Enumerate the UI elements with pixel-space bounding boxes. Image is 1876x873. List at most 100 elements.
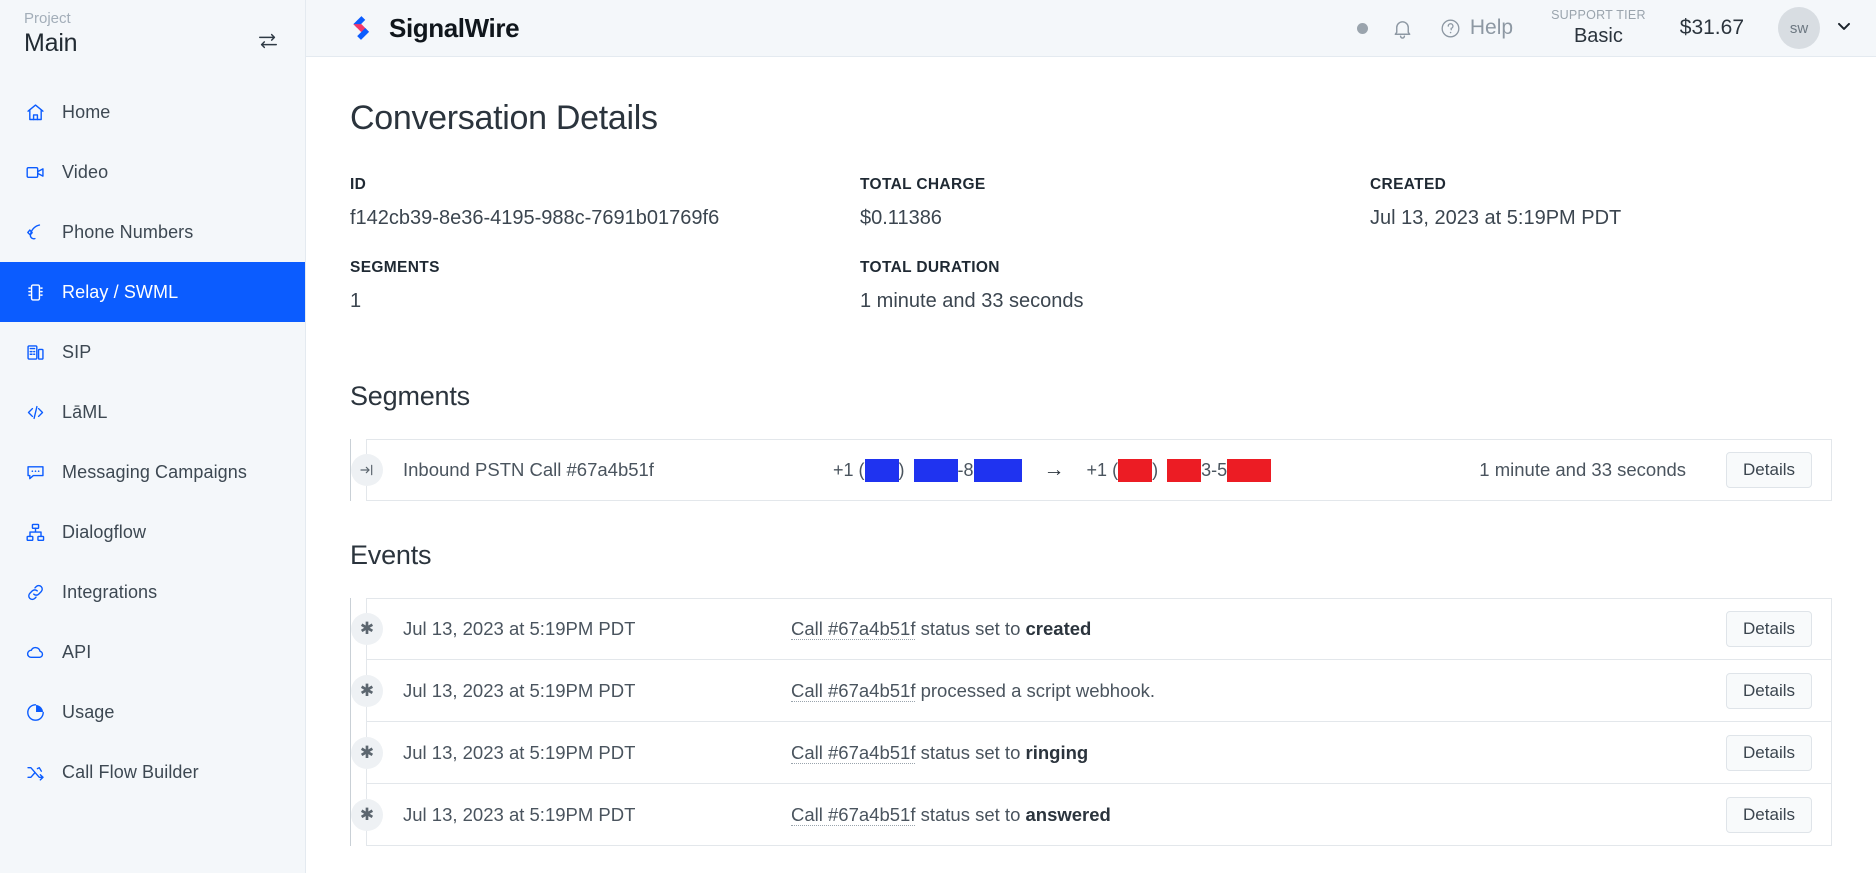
top-bar: SignalWire Help <box>306 0 1876 57</box>
project-label: Project <box>24 9 71 27</box>
redaction-block <box>1118 458 1153 482</box>
asterisk-icon: ✱ <box>351 798 383 831</box>
page-title: Conversation Details <box>350 99 658 137</box>
events-heading: Events <box>350 540 432 570</box>
support-tier-value: Basic <box>1573 24 1623 47</box>
support-tier-label: SUPPORT TIER <box>1551 8 1646 23</box>
main-area: SignalWire Help <box>306 0 1876 873</box>
summary-grid: ID f142cb39-8e36-4195-988c-7691b01769f6 TO… <box>350 176 1832 342</box>
chip-icon <box>24 281 46 303</box>
event-details-button[interactable]: Details <box>1726 611 1812 647</box>
event-text: status set to <box>915 618 1026 639</box>
event-details-button[interactable]: Details <box>1726 734 1812 771</box>
phone-icon <box>24 221 46 243</box>
sidebar-item-sip[interactable]: SIP <box>0 322 305 382</box>
sidebar-item-l-ml[interactable]: LāML <box>0 382 305 442</box>
notification-bell-icon[interactable] <box>1391 17 1414 40</box>
redaction-block <box>913 458 958 482</box>
help-label: Help <box>1469 16 1514 39</box>
event-row: ✱ Jul 13, 2023 at 5:19PM PDT Call #67a4b51… <box>351 598 1832 660</box>
event-description: Call #67a4b51f status set to answered <box>791 803 1111 826</box>
cloud-icon <box>24 641 46 663</box>
segment-details-button[interactable]: Details <box>1726 452 1812 488</box>
sidebar-nav: Home Video Phone Numbers Relay / SWML SIP LāM… <box>0 82 305 802</box>
summary-field: ID f142cb39-8e36-4195-988c-7691b01769f6 <box>350 176 860 230</box>
summary-key: TOTAL DURATION <box>860 259 1000 276</box>
summary-value: 1 minute and 33 seconds <box>860 290 1084 312</box>
page-content: Conversation Details ID f142cb39-8e36-419… <box>306 57 1876 873</box>
segments-heading: Segments <box>350 381 470 411</box>
project-switcher[interactable]: Project Main <box>0 0 305 58</box>
pie-chart-icon <box>24 701 46 723</box>
summary-field: TOTAL CHARGE $0.11386 <box>860 176 1370 230</box>
summary-field: CREATED Jul 13, 2023 at 5:19PM PDT <box>1370 176 1621 230</box>
avatar[interactable]: sw <box>1778 7 1820 49</box>
video-camera-icon <box>24 161 46 183</box>
summary-value: $0.11386 <box>860 207 942 229</box>
link-icon <box>24 581 46 603</box>
direction-arrow-icon: → <box>1043 458 1065 481</box>
chevron-down-icon[interactable] <box>1834 16 1854 41</box>
shuffle-icon <box>24 761 46 783</box>
sidebar-item-label: Dialogflow <box>62 521 147 542</box>
sidebar-item-label: SIP <box>62 341 92 362</box>
event-details-button[interactable]: Details <box>1726 672 1812 709</box>
from-number: +1 () -8 <box>833 458 1022 482</box>
redaction-block <box>973 458 1022 482</box>
sidebar-item-label: Relay / SWML <box>62 281 179 302</box>
sidebar-item-call-flow-builder[interactable]: Call Flow Builder <box>0 742 305 802</box>
sidebar-item-messaging-campaigns[interactable]: Messaging Campaigns <box>0 442 305 502</box>
redaction-block <box>864 458 899 482</box>
status-dot-icon <box>1356 22 1368 34</box>
event-row: ✱ Jul 13, 2023 at 5:19PM PDT Call #67a4b51… <box>351 660 1832 722</box>
sidebar-item-api[interactable]: API <box>0 622 305 682</box>
project-name: Main <box>24 28 78 57</box>
sidebar-item-home[interactable]: Home <box>0 82 305 142</box>
segments-list: Inbound PSTN Call #67a4b51f +1 () -8 → +1 ()… <box>350 439 1832 501</box>
summary-key: ID <box>350 176 367 193</box>
account-balance[interactable]: $31.67 <box>1679 16 1744 39</box>
summary-value: Jul 13, 2023 at 5:19PM PDT <box>1370 207 1622 229</box>
sidebar-item-dialogflow[interactable]: Dialogflow <box>0 502 305 562</box>
event-row: ✱ Jul 13, 2023 at 5:19PM PDT Call #67a4b51… <box>351 722 1832 784</box>
sitemap-icon <box>24 521 46 543</box>
to-number: +1 () 3-5 <box>1086 458 1272 482</box>
summary-key: CREATED <box>1370 176 1447 193</box>
asterisk-icon: ✱ <box>351 613 383 645</box>
event-details-button[interactable]: Details <box>1726 796 1812 833</box>
switch-project-icon[interactable] <box>249 28 281 58</box>
event-timestamp: Jul 13, 2023 at 5:19PM PDT <box>403 741 636 763</box>
to-prefix: +1 ( <box>1086 459 1119 480</box>
help-button[interactable]: Help <box>1440 16 1513 40</box>
sidebar-item-relay-swml[interactable]: Relay / SWML <box>0 262 305 322</box>
event-description: Call #67a4b51f status set to created <box>791 618 1091 640</box>
sidebar-item-label: LāML <box>62 401 108 422</box>
asterisk-icon: ✱ <box>351 674 383 707</box>
summary-field: SEGMENTS 1 <box>350 259 860 313</box>
event-description: Call #67a4b51f status set to ringing <box>791 741 1089 764</box>
support-tier[interactable]: SUPPORT TIER Basic <box>1551 8 1646 47</box>
sidebar-item-phone-numbers[interactable]: Phone Numbers <box>0 202 305 262</box>
event-call-link[interactable]: Call #67a4b51f <box>791 679 916 702</box>
brand[interactable]: SignalWire <box>344 11 520 45</box>
segment-duration: 1 minute and 33 seconds <box>1479 459 1687 480</box>
summary-field: TOTAL DURATION 1 minute and 33 seconds <box>860 259 1370 313</box>
segment-numbers: +1 () -8 → +1 () 3-5 <box>833 458 1272 482</box>
event-row: ✱ Jul 13, 2023 at 5:19PM PDT Call #67a4b51… <box>351 784 1832 846</box>
event-description: Call #67a4b51f processed a script webhoo… <box>791 679 1156 702</box>
event-call-link[interactable]: Call #67a4b51f <box>791 741 916 764</box>
event-text: processed a script webhook. <box>915 679 1156 701</box>
timeline-line <box>350 439 351 501</box>
event-status: ringing <box>1025 741 1089 763</box>
sidebar-item-label: Video <box>62 161 109 182</box>
sidebar-item-integrations[interactable]: Integrations <box>0 562 305 622</box>
code-brackets-icon <box>24 401 46 423</box>
segment-row: Inbound PSTN Call #67a4b51f +1 () -8 → +1 ()… <box>351 439 1832 501</box>
sidebar-item-usage[interactable]: Usage <box>0 682 305 742</box>
sidebar: Project Main Home Video Phone Numbers Relay… <box>0 0 306 873</box>
home-icon <box>24 101 46 123</box>
event-call-link[interactable]: Call #67a4b51f <box>791 618 916 640</box>
sidebar-item-video[interactable]: Video <box>0 142 305 202</box>
event-call-link[interactable]: Call #67a4b51f <box>791 803 916 826</box>
